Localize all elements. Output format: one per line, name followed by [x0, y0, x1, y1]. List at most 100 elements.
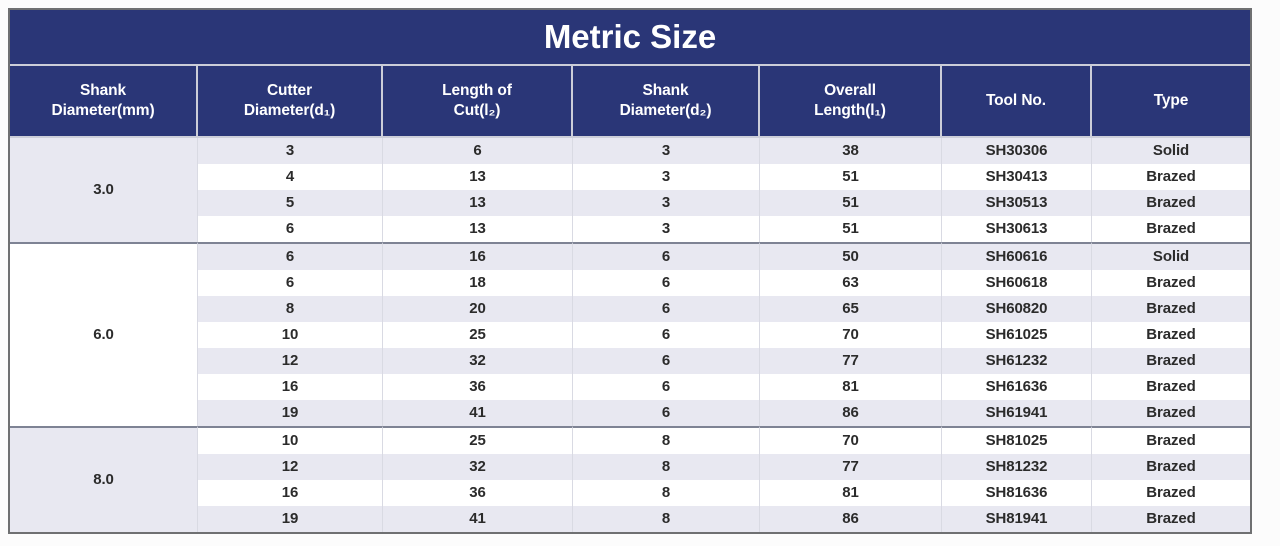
cell-length-of-cut: 20 — [383, 296, 573, 322]
cell-shank-d2: 8 — [573, 426, 760, 454]
title-row: Metric Size — [10, 10, 1251, 66]
col-header-length-of-cut-l2: Length of Cut(l₂) — [383, 66, 573, 138]
cell-type: Solid — [1092, 242, 1251, 270]
cell-tool-no: SH81025 — [942, 426, 1092, 454]
group-cell-shank-8: 8.0 — [10, 426, 198, 532]
cell-cutter-d1: 16 — [198, 374, 383, 400]
cell-overall-length: 38 — [760, 138, 942, 164]
cell-tool-no: SH30513 — [942, 190, 1092, 216]
cell-type: Brazed — [1092, 454, 1251, 480]
col-header-label: Tool No. — [985, 92, 1047, 109]
cell-shank-d2: 6 — [573, 348, 760, 374]
cell-type: Solid — [1092, 138, 1251, 164]
cell-type: Brazed — [1092, 322, 1251, 348]
cell-cutter-d1: 16 — [198, 480, 383, 506]
cell-tool-no: SH61232 — [942, 348, 1092, 374]
cell-cutter-d1: 10 — [198, 426, 383, 454]
cell-length-of-cut: 36 — [383, 480, 573, 506]
cell-cutter-d1: 8 — [198, 296, 383, 322]
col-header-label: Shank Diameter(mm) — [51, 82, 155, 119]
cell-shank-d2: 3 — [573, 164, 760, 190]
column-header-row: Shank Diameter(mm) Cutter Diameter(d₁) L… — [10, 66, 1251, 138]
cell-overall-length: 65 — [760, 296, 942, 322]
col-header-shank-diameter-d2: Shank Diameter(d₂) — [573, 66, 760, 138]
cell-length-of-cut: 18 — [383, 270, 573, 296]
cell-length-of-cut: 25 — [383, 322, 573, 348]
col-header-cutter-diameter-d1: Cutter Diameter(d₁) — [198, 66, 383, 138]
cell-shank-d2: 8 — [573, 480, 760, 506]
table-row: 16 36 8 81 SH81636 Brazed — [10, 480, 1251, 506]
col-header-label: Type — [1153, 92, 1189, 109]
cell-shank-d2: 6 — [573, 296, 760, 322]
cell-shank-d2: 6 — [573, 400, 760, 426]
col-header-type: Type — [1092, 66, 1251, 138]
table-row: 8.0 10 25 8 70 SH81025 Brazed — [10, 426, 1251, 532]
cell-cutter-d1: 3 — [198, 138, 383, 164]
cell-type: Brazed — [1092, 164, 1251, 190]
cell-shank-d2: 3 — [573, 216, 760, 242]
cell-type: Brazed — [1092, 216, 1251, 242]
cell-cutter-d1: 5 — [198, 190, 383, 216]
cell-tool-no: SH60618 — [942, 270, 1092, 296]
table-row: 6 13 3 51 SH30613 Brazed — [10, 216, 1251, 242]
cell-tool-no: SH60616 — [942, 242, 1092, 270]
cell-shank-d2: 6 — [573, 322, 760, 348]
cell-cutter-d1: 12 — [198, 348, 383, 374]
cell-overall-length: 77 — [760, 454, 942, 480]
table-row: 3.0 3 6 3 38 SH30306 Solid — [10, 138, 1251, 242]
table-title: Metric Size — [10, 10, 1251, 66]
cell-type: Brazed — [1092, 506, 1251, 532]
table-row: 16 36 6 81 SH61636 Brazed — [10, 374, 1251, 400]
cell-overall-length: 81 — [760, 374, 942, 400]
cell-shank-d2: 3 — [573, 138, 760, 164]
table-row: 10 25 6 70 SH61025 Brazed — [10, 322, 1251, 348]
cell-type: Brazed — [1092, 374, 1251, 400]
cell-length-of-cut: 32 — [383, 454, 573, 480]
cell-cutter-d1: 12 — [198, 454, 383, 480]
cell-overall-length: 70 — [760, 322, 942, 348]
table-frame: Metric Size Shank Diameter(mm) Cutter Di… — [8, 8, 1252, 534]
table-row: 12 32 8 77 SH81232 Brazed — [10, 454, 1251, 480]
cell-shank-d2: 8 — [573, 506, 760, 532]
col-header-label: Length of Cut(l₂) — [442, 82, 512, 119]
cell-shank-d2: 6 — [573, 242, 760, 270]
cell-cutter-d1: 4 — [198, 164, 383, 190]
cell-cutter-d1: 19 — [198, 400, 383, 426]
col-header-shank-diameter-mm: Shank Diameter(mm) — [10, 66, 198, 138]
cell-length-of-cut: 6 — [383, 138, 573, 164]
cell-type: Brazed — [1092, 190, 1251, 216]
cell-length-of-cut: 13 — [383, 216, 573, 242]
cell-overall-length: 51 — [760, 190, 942, 216]
cell-length-of-cut: 32 — [383, 348, 573, 374]
cell-overall-length: 50 — [760, 242, 942, 270]
group-cell-shank-3: 3.0 — [10, 138, 198, 242]
cell-shank-d2: 3 — [573, 190, 760, 216]
cell-type: Brazed — [1092, 348, 1251, 374]
cell-tool-no: SH61941 — [942, 400, 1092, 426]
cell-cutter-d1: 19 — [198, 506, 383, 532]
cell-cutter-d1: 6 — [198, 242, 383, 270]
cell-overall-length: 86 — [760, 506, 942, 532]
cell-length-of-cut: 41 — [383, 506, 573, 532]
cell-cutter-d1: 10 — [198, 322, 383, 348]
table-row: 6.0 6 16 6 50 SH60616 Solid — [10, 242, 1251, 426]
table-row: 19 41 6 86 SH61941 Brazed — [10, 400, 1251, 426]
metric-size-table: Metric Size Shank Diameter(mm) Cutter Di… — [10, 10, 1251, 532]
cell-type: Brazed — [1092, 296, 1251, 322]
cell-overall-length: 77 — [760, 348, 942, 374]
cell-length-of-cut: 36 — [383, 374, 573, 400]
cell-length-of-cut: 25 — [383, 426, 573, 454]
cell-type: Brazed — [1092, 480, 1251, 506]
cell-overall-length: 86 — [760, 400, 942, 426]
table-row: 19 41 8 86 SH81941 Brazed — [10, 506, 1251, 532]
cell-tool-no: SH61025 — [942, 322, 1092, 348]
cell-overall-length: 51 — [760, 216, 942, 242]
col-header-label: Overall Length(l₁) — [814, 82, 886, 119]
cell-shank-d2: 6 — [573, 270, 760, 296]
cell-tool-no: SH81636 — [942, 480, 1092, 506]
col-header-tool-no: Tool No. — [942, 66, 1092, 138]
cell-tool-no: SH81941 — [942, 506, 1092, 532]
table-row: 6 18 6 63 SH60618 Brazed — [10, 270, 1251, 296]
cell-tool-no: SH30613 — [942, 216, 1092, 242]
cell-overall-length: 51 — [760, 164, 942, 190]
